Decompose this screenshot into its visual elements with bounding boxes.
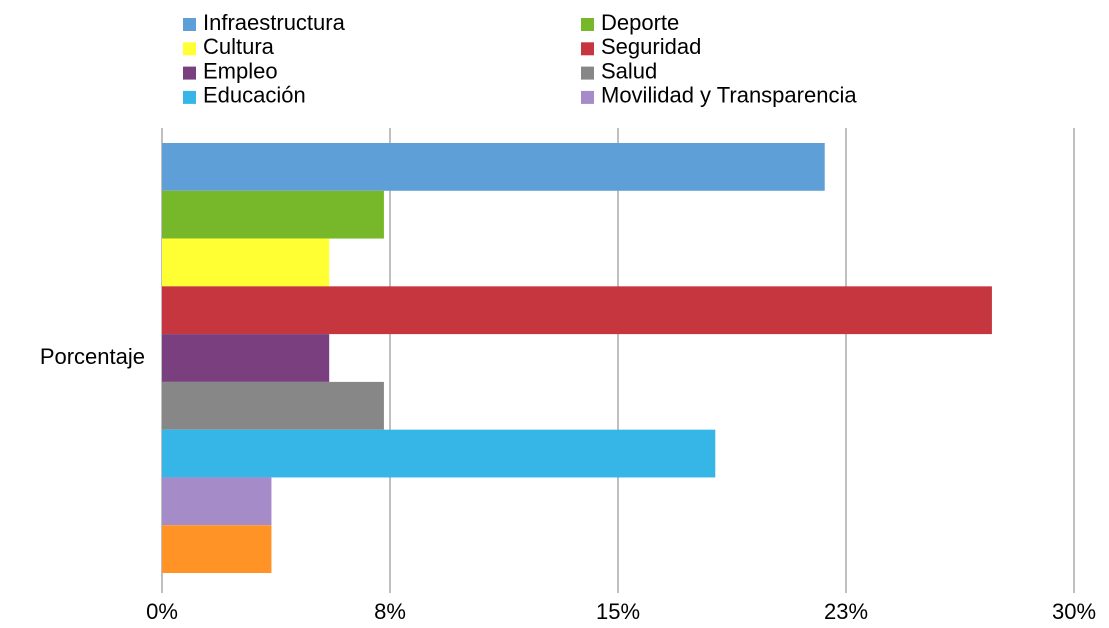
legend-label: Deporte — [601, 10, 679, 35]
x-tick-label: 0% — [146, 599, 178, 624]
legend-label: Movilidad y Transparencia — [601, 83, 857, 108]
legend-swatch — [581, 42, 594, 56]
bar — [162, 381, 384, 430]
bar — [162, 334, 330, 382]
legend-swatch — [183, 66, 196, 80]
bar — [162, 143, 825, 191]
legend-label: Infraestructura — [203, 10, 346, 35]
y-tick-label: Porcentaje — [40, 344, 145, 369]
legend-label: Seguridad — [601, 34, 701, 59]
bar — [162, 525, 272, 573]
legend-swatch — [581, 18, 594, 31]
bar — [162, 238, 330, 287]
legend-label: Empleo — [203, 58, 278, 83]
legend-swatch — [183, 42, 196, 56]
legend-label: Salud — [601, 58, 657, 83]
x-tick-label: 23% — [824, 599, 868, 624]
legend-swatch — [581, 90, 594, 104]
legend-swatch — [183, 90, 196, 104]
bar — [162, 286, 992, 335]
legend-label: Educación — [203, 83, 306, 108]
x-tick-label: 30% — [1052, 599, 1096, 624]
legend-swatch — [581, 66, 594, 80]
x-tick-label: 8% — [374, 599, 406, 624]
legend-swatch — [183, 18, 196, 31]
bar — [162, 477, 272, 526]
bar — [162, 429, 716, 478]
x-tick-label: 15% — [596, 599, 640, 624]
legend-label: Cultura — [203, 34, 275, 59]
bar — [162, 190, 384, 239]
